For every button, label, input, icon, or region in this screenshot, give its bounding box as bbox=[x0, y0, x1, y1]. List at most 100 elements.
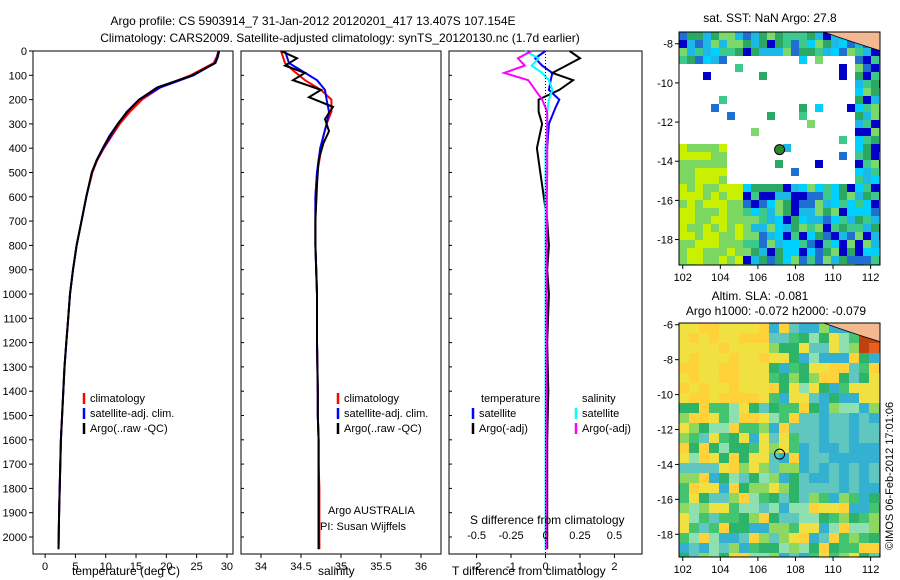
x-tick-label: 112 bbox=[862, 564, 880, 576]
y-tick-label: -16 bbox=[657, 195, 673, 207]
y-tick-label: -12 bbox=[657, 425, 673, 437]
x-tick-label: 5 bbox=[72, 561, 78, 573]
legend-label: Argo(..raw -QC) bbox=[344, 423, 422, 435]
x-tick-label: 25 bbox=[191, 561, 203, 573]
legend-title: temperature bbox=[481, 393, 540, 405]
top-tick-label: 0.25 bbox=[569, 530, 590, 542]
x-tick-label: 1 bbox=[577, 561, 583, 573]
y-tick-label: 1900 bbox=[3, 508, 27, 520]
y-tick-label: 800 bbox=[9, 240, 27, 252]
y-tick-label: 600 bbox=[9, 192, 27, 204]
y-tick-label: -14 bbox=[657, 156, 673, 168]
sla-map-panel: 102 104 106 108 110 112 -6 -8 -10 -12 -14 -16 -18 bbox=[657, 320, 881, 576]
y-tick-label: 200 bbox=[9, 95, 27, 107]
y-tick-label: -10 bbox=[657, 390, 673, 402]
x-tick-label: 30 bbox=[221, 561, 233, 573]
x-tick-label: 104 bbox=[711, 272, 729, 284]
y-tick-label: 1200 bbox=[3, 338, 27, 350]
x-tick-label: 108 bbox=[786, 272, 804, 284]
y-tick-label: -12 bbox=[657, 117, 673, 129]
x-tick-label: -1 bbox=[506, 561, 516, 573]
top-tick-label: 0 bbox=[542, 530, 548, 542]
land-shape bbox=[823, 323, 880, 343]
y-tick-label: 1500 bbox=[3, 410, 27, 422]
x-tick-label: 104 bbox=[711, 564, 729, 576]
x-tick-label: 112 bbox=[862, 272, 880, 284]
legend-label: satellite bbox=[479, 408, 516, 420]
x-tick-label: 0 bbox=[542, 561, 548, 573]
legend-label: Argo(..raw -QC) bbox=[90, 423, 168, 435]
legend-label: climatology bbox=[344, 393, 400, 405]
x-tick-label: 0 bbox=[42, 561, 48, 573]
x-tick-label: 108 bbox=[786, 564, 804, 576]
y-tick-label: 1400 bbox=[3, 386, 27, 398]
x-tick-label: 2 bbox=[611, 561, 617, 573]
map-field bbox=[679, 323, 880, 557]
x-tick-label: 102 bbox=[674, 564, 692, 576]
y-tick-label: 500 bbox=[9, 167, 27, 179]
map-frame bbox=[678, 31, 881, 266]
x-tick-label: 106 bbox=[749, 564, 767, 576]
legend-label: satellite-adj. clim. bbox=[90, 408, 174, 420]
x-tick-label: 35.5 bbox=[370, 561, 391, 573]
sst-map-panel: 102 104 106 108 110 112 -8 -10 -12 -14 -16 -18 bbox=[657, 31, 881, 284]
series-line bbox=[57, 50, 220, 550]
x-tick-label: 10 bbox=[100, 561, 112, 573]
difference-top-label: S difference from climatology bbox=[470, 513, 625, 527]
sla-map-title-2: Argo h1000: -0.072 h2000: -0.079 bbox=[686, 304, 866, 318]
y-tick-label: -18 bbox=[657, 235, 673, 247]
x-tick-label: 102 bbox=[674, 272, 692, 284]
x-tick-label: 110 bbox=[824, 272, 842, 284]
y-tick-label: 1600 bbox=[3, 435, 27, 447]
x-tick-label: 35 bbox=[335, 561, 347, 573]
series-line bbox=[284, 50, 331, 550]
argo-marker bbox=[774, 144, 786, 156]
x-tick-label: 106 bbox=[749, 272, 767, 284]
annotation-line2: PI: Susan Wijffels bbox=[320, 521, 406, 533]
difference-panel: -2 -1 0 1 2 -0.5 -0.25 0 0.25 0.5 temperature salin… bbox=[448, 50, 643, 573]
salinity-xlabel: salinity bbox=[318, 564, 355, 578]
top-tick-label: 0.5 bbox=[607, 530, 622, 542]
y-tick-label: 400 bbox=[9, 143, 27, 155]
y-tick-label: 700 bbox=[9, 216, 27, 228]
plot-frame bbox=[240, 50, 442, 555]
y-tick-label: -8 bbox=[663, 355, 673, 367]
x-tick-label: 36 bbox=[415, 561, 427, 573]
legend-title: salinity bbox=[582, 393, 616, 405]
sla-map-title-1: Altim. SLA: -0.081 bbox=[712, 289, 809, 303]
imos-stamp: ©IMOS 06-Feb-2012 17:01:06 bbox=[884, 402, 896, 550]
sst-map-title: sat. SST: NaN Argo: 27.8 bbox=[703, 11, 837, 25]
legend-label: satellite bbox=[582, 408, 619, 420]
y-tick-label: 1800 bbox=[3, 483, 27, 495]
series-line bbox=[280, 50, 335, 550]
legend-label: Argo(-adj) bbox=[479, 423, 528, 435]
x-tick-label: 34 bbox=[255, 561, 267, 573]
x-tick-label: 34.5 bbox=[290, 561, 311, 573]
argo-marker bbox=[774, 448, 786, 460]
temperature-xlabel: temperature (deg C) bbox=[72, 564, 180, 578]
land-shape bbox=[823, 32, 880, 52]
annotation-line1: Argo AUSTRALIA bbox=[328, 505, 415, 517]
series-line bbox=[57, 50, 221, 550]
y-tick-label: 2000 bbox=[3, 532, 27, 544]
temperature-panel: 0 5 10 15 20 25 300100200300400500600700800900… bbox=[3, 46, 234, 573]
map-field bbox=[679, 32, 880, 265]
series-line bbox=[500, 50, 549, 550]
top-tick-label: -0.5 bbox=[467, 530, 486, 542]
y-tick-label: 100 bbox=[9, 70, 27, 82]
y-tick-label: -18 bbox=[657, 529, 673, 541]
y-tick-label: 1700 bbox=[3, 459, 27, 471]
x-tick-label: 15 bbox=[130, 561, 142, 573]
y-tick-label: 1000 bbox=[3, 289, 27, 301]
top-tick-label: -0.25 bbox=[498, 530, 523, 542]
y-tick-label: 1300 bbox=[3, 362, 27, 374]
y-tick-label: -16 bbox=[657, 494, 673, 506]
plot-frame bbox=[32, 50, 234, 555]
y-tick-label: 0 bbox=[21, 46, 27, 58]
y-tick-label: -14 bbox=[657, 459, 673, 471]
series-line bbox=[535, 50, 582, 550]
series-line bbox=[280, 50, 333, 550]
header-line2: Climatology: CARS2009. Satellite-adjuste… bbox=[100, 31, 580, 45]
x-tick-label: 20 bbox=[160, 561, 172, 573]
